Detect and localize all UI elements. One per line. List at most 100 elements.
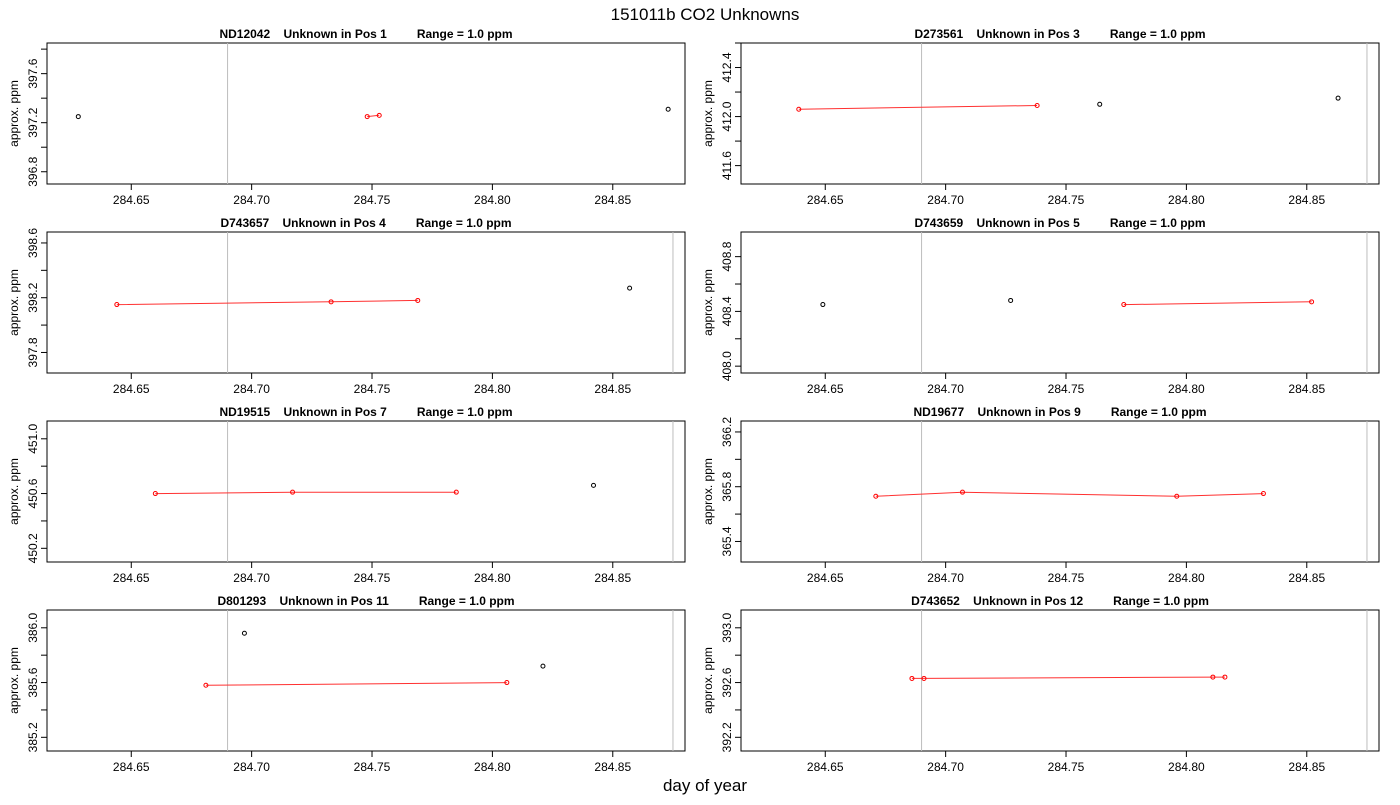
y-tick-label: 450.6: [26, 478, 40, 508]
x-tick-label: 284.75: [354, 382, 391, 396]
data-point: [591, 482, 597, 488]
x-tick-label: 284.80: [1168, 382, 1205, 396]
data-point: [921, 675, 927, 681]
data-point: [627, 285, 633, 291]
x-tick-label: 284.65: [113, 193, 150, 207]
plot-frame: [740, 420, 1380, 563]
series-line: [205, 682, 507, 686]
panel-title: ND19677 Unknown in Pos 9 Range = 1.0 ppm: [913, 405, 1206, 419]
figure-xlabel: day of year: [663, 776, 747, 795]
x-tick-label: 284.75: [1048, 760, 1085, 774]
panels: ND12042 Unknown in Pos 1 Range = 1.0 ppm…: [7, 27, 1380, 774]
y-axis-label: approx. ppm: [7, 458, 21, 525]
x-tick-label: 284.65: [807, 571, 844, 585]
x-tick-label: 284.65: [113, 760, 150, 774]
data-point: [1121, 302, 1127, 308]
x-tick-label: 284.70: [233, 193, 270, 207]
x-tick-label: 284.85: [594, 193, 631, 207]
data-point: [241, 630, 247, 636]
data-point: [364, 114, 370, 120]
x-tick-label: 284.75: [1048, 193, 1085, 207]
panel-7: D801293 Unknown in Pos 11 Range = 1.0 pp…: [7, 594, 686, 774]
x-tick-label: 284.65: [807, 760, 844, 774]
x-tick-label: 284.65: [807, 382, 844, 396]
x-tick-label: 284.65: [113, 382, 150, 396]
x-tick-label: 284.75: [1048, 382, 1085, 396]
x-tick-label: 284.85: [1288, 571, 1325, 585]
data-point: [1210, 674, 1216, 680]
x-tick-label: 284.70: [927, 760, 964, 774]
x-tick-label: 284.70: [927, 193, 964, 207]
plot-frame: [46, 420, 686, 563]
panel-title: D743657 Unknown in Pos 4 Range = 1.0 ppm: [220, 216, 511, 230]
series-line: [155, 491, 457, 495]
plot-frame: [740, 609, 1380, 752]
panel-2: D273561 Unknown in Pos 3 Range = 1.0 ppm…: [701, 27, 1380, 207]
data-point: [290, 489, 296, 495]
x-tick-label: 284.80: [474, 193, 511, 207]
y-tick-label: 411.6: [720, 151, 734, 180]
y-tick-label: 385.6: [26, 667, 40, 697]
panel-title: D801293 Unknown in Pos 11 Range = 1.0 pp…: [217, 594, 514, 608]
data-point: [1097, 101, 1103, 107]
y-tick-label: 392.6: [720, 667, 734, 697]
x-tick-label: 284.80: [474, 382, 511, 396]
y-tick-label: 398.2: [26, 282, 40, 312]
data-point: [376, 112, 382, 118]
plot-frame: [46, 42, 686, 185]
data-point: [665, 106, 671, 112]
y-tick-label: 398.6: [26, 228, 40, 258]
y-tick-label: 412.4: [720, 52, 734, 82]
x-tick-label: 284.70: [927, 382, 964, 396]
data-point: [820, 302, 826, 308]
x-tick-label: 284.85: [594, 760, 631, 774]
data-point: [959, 489, 965, 495]
plot-frame: [46, 609, 686, 752]
y-axis-label: approx. ppm: [701, 80, 715, 147]
data-point: [328, 299, 334, 305]
y-tick-label: 408.8: [720, 241, 734, 271]
y-tick-label: 365.8: [720, 471, 734, 501]
data-point: [114, 302, 120, 308]
y-tick-label: 408.4: [720, 296, 734, 326]
data-point: [1222, 674, 1228, 680]
y-tick-label: 396.8: [26, 156, 40, 186]
series-line: [911, 676, 1225, 679]
y-axis-label: approx. ppm: [701, 647, 715, 714]
y-tick-label: 408.0: [720, 351, 734, 381]
data-point: [1309, 299, 1315, 305]
x-tick-label: 284.75: [354, 571, 391, 585]
y-axis-label: approx. ppm: [701, 269, 715, 336]
x-tick-label: 284.75: [354, 193, 391, 207]
data-point: [540, 663, 546, 669]
y-tick-label: 412.0: [720, 101, 734, 131]
y-tick-label: 393.0: [720, 612, 734, 642]
y-axis-label: approx. ppm: [701, 458, 715, 525]
data-point: [453, 489, 459, 495]
panel-title: ND12042 Unknown in Pos 1 Range = 1.0 ppm: [219, 27, 512, 41]
data-point: [75, 114, 81, 120]
series-line: [798, 105, 1038, 110]
x-tick-label: 284.70: [233, 760, 270, 774]
panel-8: D743652 Unknown in Pos 12 Range = 1.0 pp…: [701, 594, 1380, 774]
panel-title: D743659 Unknown in Pos 5 Range = 1.0 ppm: [914, 216, 1205, 230]
data-point: [1034, 103, 1040, 109]
data-point: [796, 106, 802, 112]
x-tick-label: 284.85: [1288, 193, 1325, 207]
y-axis-label: approx. ppm: [7, 269, 21, 336]
data-point: [1174, 493, 1180, 499]
x-tick-label: 284.85: [594, 571, 631, 585]
plot-frame: [46, 231, 686, 374]
panel-1: ND12042 Unknown in Pos 1 Range = 1.0 ppm…: [7, 27, 686, 207]
data-point: [909, 675, 915, 681]
data-point: [873, 493, 879, 499]
x-tick-label: 284.70: [927, 571, 964, 585]
x-tick-label: 284.85: [594, 382, 631, 396]
y-tick-label: 397.2: [26, 107, 40, 137]
x-tick-label: 284.80: [1168, 760, 1205, 774]
x-tick-label: 284.65: [807, 193, 844, 207]
x-tick-label: 284.85: [1288, 760, 1325, 774]
panel-4: D743659 Unknown in Pos 5 Range = 1.0 ppm…: [701, 216, 1380, 396]
panel-6: ND19677 Unknown in Pos 9 Range = 1.0 ppm…: [701, 405, 1380, 585]
x-tick-label: 284.70: [233, 571, 270, 585]
